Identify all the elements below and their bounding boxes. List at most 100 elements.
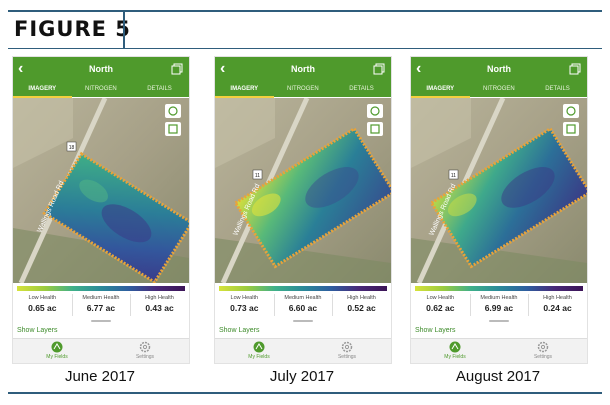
zoom-button[interactable] [165, 122, 181, 136]
road-marker [252, 169, 263, 180]
nav-settings[interactable]: Settings [303, 341, 391, 360]
tab-bar: IMAGERY NITROGEN DETAILS [411, 83, 587, 97]
active-tab-indicator [13, 96, 72, 98]
stat-value: 6.77 ac [86, 303, 116, 313]
low-health-stat: Low Health 0.65 ac [13, 295, 72, 313]
medium-health-stat: Medium Health 6.77 ac [72, 295, 131, 313]
locate-icon [566, 106, 576, 116]
show-layers-link[interactable]: Show Layers [415, 327, 456, 334]
nav-label: Settings [533, 354, 553, 360]
stat-divider [130, 294, 132, 316]
stat-divider [528, 294, 530, 316]
tab-imagery[interactable]: IMAGERY [28, 86, 57, 92]
health-legend: Low Health 0.65 ac Medium Health 6.77 ac… [13, 283, 189, 321]
stat-label: Low Health [28, 295, 57, 301]
field-imagery-map[interactable]: 11 Wallings Road Rd [215, 98, 391, 283]
road-marker-label: 11 [255, 173, 260, 179]
low-health-stat: Low Health 0.73 ac [215, 295, 274, 313]
panel-caption-june: June 2017 [64, 368, 136, 385]
road-marker [448, 169, 459, 180]
active-tab-indicator [411, 96, 470, 98]
back-arrow-icon[interactable]: ‹ [18, 60, 24, 77]
nav-settings[interactable]: Settings [101, 341, 189, 360]
health-legend: Low Health 0.73 ac Medium Health 6.60 ac… [215, 283, 391, 321]
tab-imagery[interactable]: IMAGERY [426, 86, 455, 92]
field-name-title: North [89, 64, 113, 74]
tab-imagery[interactable]: IMAGERY [230, 86, 259, 92]
panel-caption-august: August 2017 [455, 368, 541, 385]
health-color-ramp [219, 286, 387, 291]
stat-label: Medium Health [480, 295, 518, 301]
header-divider [123, 12, 125, 48]
drawer-handle[interactable] [91, 320, 111, 322]
layers-icon[interactable] [373, 63, 385, 75]
phone-screenshot-july: ‹ North IMAGERY NITROGEN DETAILS 11 Wall… [214, 56, 392, 364]
tab-nitrogen[interactable]: NITROGEN [287, 86, 319, 92]
nav-settings[interactable]: Settings [499, 341, 587, 360]
layers-icon[interactable] [171, 63, 183, 75]
tab-bar: IMAGERY NITROGEN DETAILS [13, 83, 189, 97]
health-color-ramp [415, 286, 583, 291]
field-icon [253, 341, 265, 353]
locate-icon [370, 106, 380, 116]
zoom-button[interactable] [367, 122, 383, 136]
phone-screenshot-august: ‹ North IMAGERY NITROGEN DETAILS 11 Wall… [410, 56, 588, 364]
stat-divider [273, 294, 275, 316]
figure-title: FIGURE 5 [14, 17, 131, 41]
stat-label: Low Health [230, 295, 259, 301]
gear-icon [139, 341, 151, 353]
tab-nitrogen[interactable]: NITROGEN [85, 86, 117, 92]
field-icon [51, 341, 63, 353]
bottom-nav: My Fields Settings [215, 338, 391, 363]
show-layers-link[interactable]: Show Layers [219, 327, 260, 334]
road-marker-label: 18 [69, 145, 75, 151]
nav-label: Settings [135, 354, 155, 360]
panel-caption-july: July 2017 [269, 368, 335, 385]
back-arrow-icon[interactable]: ‹ [220, 60, 226, 77]
medium-health-stat: Medium Health 6.99 ac [470, 295, 529, 313]
gear-icon [537, 341, 549, 353]
header-rule [8, 48, 602, 49]
locate-button[interactable] [563, 104, 579, 118]
drawer-handle[interactable] [293, 320, 313, 322]
crop-icon [566, 124, 576, 134]
locate-icon [168, 106, 178, 116]
stat-divider [332, 294, 334, 316]
bottom-nav: My Fields Settings [13, 338, 189, 363]
high-health-stat: High Health 0.43 ac [130, 295, 189, 313]
stat-label: Low Health [426, 295, 455, 301]
nav-my-fields[interactable]: My Fields [13, 341, 101, 360]
stat-value: 0.65 ac [28, 303, 57, 313]
layers-icon[interactable] [569, 63, 581, 75]
field-imagery-map[interactable]: 18 Wallings Road Rd [13, 98, 189, 283]
locate-button[interactable] [165, 104, 181, 118]
stat-value: 0.52 ac [347, 303, 376, 313]
zoom-button[interactable] [563, 122, 579, 136]
tab-nitrogen[interactable]: NITROGEN [483, 86, 515, 92]
back-arrow-icon[interactable]: ‹ [416, 60, 422, 77]
show-layers-link[interactable]: Show Layers [17, 327, 58, 334]
nav-my-fields[interactable]: My Fields [215, 341, 303, 360]
tab-details[interactable]: DETAILS [545, 86, 570, 92]
stat-label: Medium Health [284, 295, 322, 301]
stat-label: High Health [145, 295, 174, 301]
active-tab-indicator [215, 96, 274, 98]
drawer-handle[interactable] [489, 320, 509, 322]
field-name-title: North [487, 64, 511, 74]
tab-details[interactable]: DETAILS [349, 86, 374, 92]
frame-top-rule [8, 10, 602, 12]
phone-screenshot-june: ‹ North IMAGERY NITROGEN DETAILS 18 Wall… [12, 56, 190, 364]
nav-my-fields[interactable]: My Fields [411, 341, 499, 360]
bottom-nav: My Fields Settings [411, 338, 587, 363]
crop-icon [168, 124, 178, 134]
field-imagery-map[interactable]: 11 Wallings Road Rd [411, 98, 587, 283]
app-header: ‹ North [215, 57, 391, 83]
locate-button[interactable] [367, 104, 383, 118]
stat-divider [469, 294, 471, 316]
stat-divider [71, 294, 73, 316]
stat-value: 0.62 ac [426, 303, 455, 313]
tab-details[interactable]: DETAILS [147, 86, 172, 92]
road-marker [66, 141, 77, 152]
frame-bottom-rule [8, 392, 602, 394]
stat-label: High Health [347, 295, 376, 301]
